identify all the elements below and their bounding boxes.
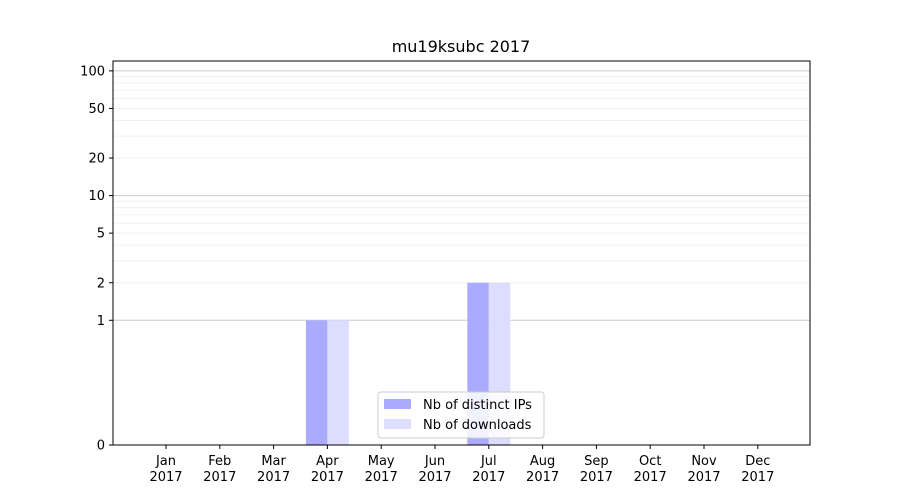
chart-title: mu19ksubc 2017 — [392, 37, 531, 56]
bar — [327, 320, 349, 445]
legend-label: Nb of distinct IPs — [423, 398, 532, 413]
x-tick-label: Apr 2017 — [311, 454, 344, 485]
x-tick-label: Jul 2017 — [472, 454, 505, 485]
y-tick-label: 20 — [88, 152, 105, 167]
x-tick-label: Sep 2017 — [580, 454, 613, 485]
plot-frame — [112, 60, 811, 446]
x-tick-label: Mar 2017 — [257, 454, 290, 485]
legend-swatch — [384, 399, 411, 409]
legend-swatch — [384, 419, 411, 429]
legend-box — [377, 391, 545, 439]
y-axis-ticks: 0 1 2 5 10 20 50 100 — [80, 64, 113, 454]
y-tick-label: 2 — [97, 276, 105, 291]
y-tick-label: 100 — [80, 64, 105, 79]
x-tick-label: Aug 2017 — [526, 454, 559, 485]
x-tick-label: Jun 2017 — [418, 454, 451, 485]
y-tick-label: 0 — [97, 439, 105, 454]
legend: Nb of distinct IPs Nb of downloads — [377, 391, 545, 439]
x-tick-label: Nov 2017 — [687, 454, 720, 485]
grid-lines — [113, 70, 810, 321]
x-axis-ticks: Jan 2017 Feb 2017 Mar 2017 Apr 2017 May 2017 Jun 20… — [149, 445, 774, 485]
x-tick-label: May 2017 — [365, 454, 398, 485]
y-tick-label: 50 — [88, 102, 105, 117]
axes — [112, 60, 811, 446]
x-tick-label: Feb 2017 — [203, 454, 236, 485]
x-tick-label: Jan 2017 — [149, 454, 182, 485]
legend-label: Nb of downloads — [423, 418, 532, 433]
x-tick-label: Dec 2017 — [741, 454, 774, 485]
x-tick-label: Oct 2017 — [634, 454, 667, 485]
y-tick-label: 1 — [97, 314, 105, 329]
bar — [305, 320, 328, 445]
y-tick-label: 5 — [97, 227, 105, 242]
y-tick-label: 10 — [88, 189, 105, 204]
